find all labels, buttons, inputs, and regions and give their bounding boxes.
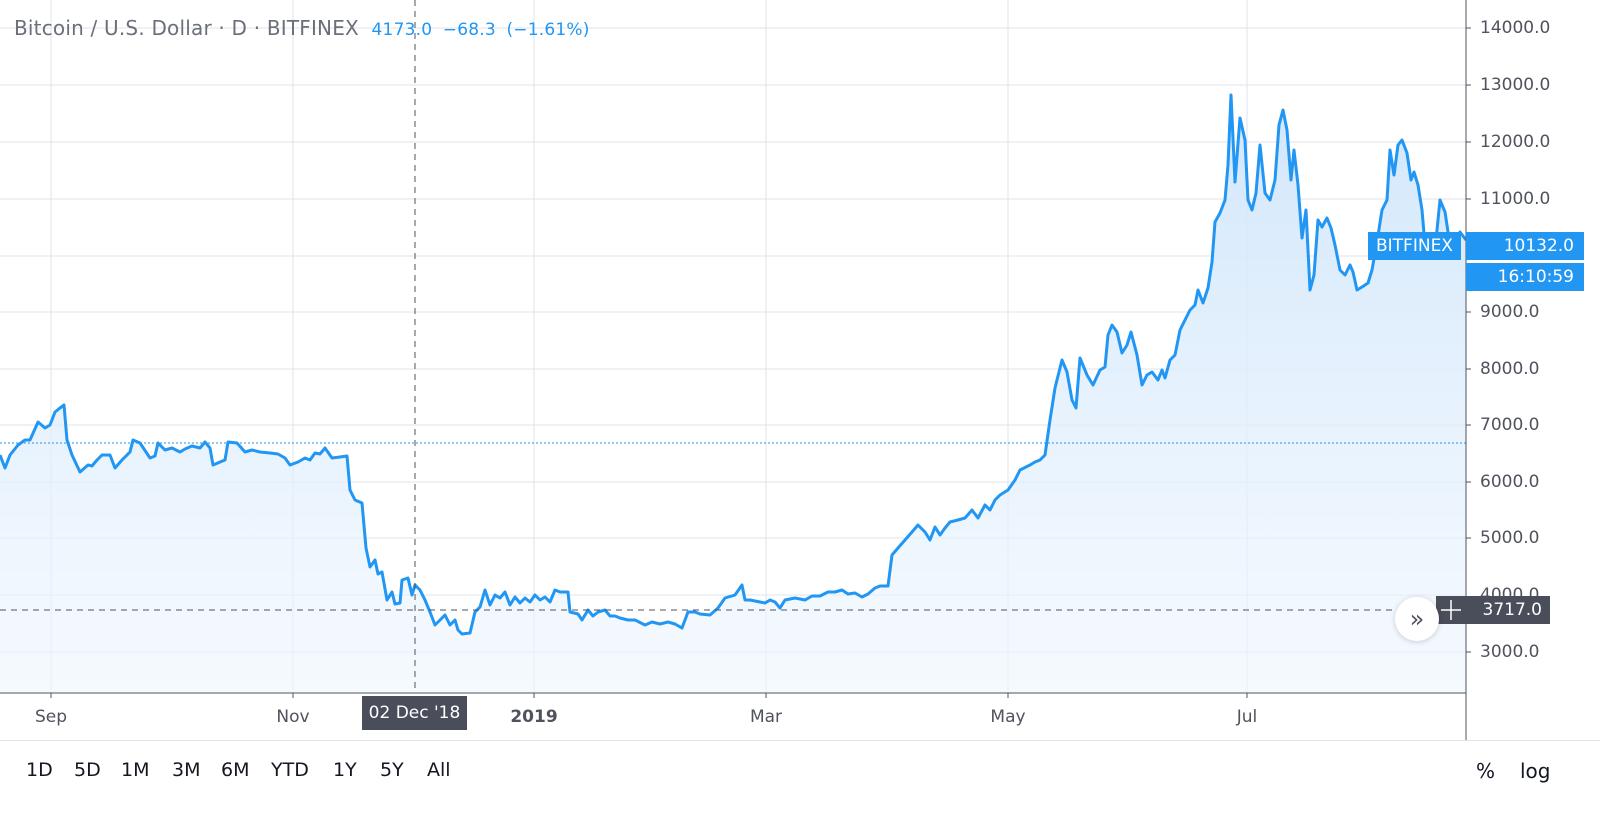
scroll-to-realtime-button[interactable]: »	[1395, 597, 1439, 641]
log-scale-toggle[interactable]: log	[1520, 759, 1551, 783]
exchange-label-tag: BITFINEX	[1368, 232, 1461, 260]
range-1m-button[interactable]: 1M	[121, 759, 150, 781]
price-tick-12000: 12000.0	[1480, 132, 1551, 152]
price-tick-8000: 8000.0	[1480, 359, 1540, 379]
price-tick-13000: 13000.0	[1480, 75, 1551, 95]
price-tick-3000: 3000.0	[1480, 642, 1540, 662]
time-tick-2019: 2019	[510, 707, 558, 727]
range-5y-button[interactable]: 5Y	[380, 759, 404, 781]
time-tick-nov: Nov	[276, 707, 310, 727]
price-tick-7000: 7000.0	[1480, 415, 1540, 435]
range-6m-button[interactable]: 6M	[221, 759, 250, 781]
range-all-button[interactable]: All	[427, 759, 451, 781]
time-tick-may: May	[990, 707, 1026, 727]
price-tick-11000: 11000.0	[1480, 189, 1551, 209]
range-3m-button[interactable]: 3M	[172, 759, 201, 781]
symbol-legend[interactable]: Bitcoin / U.S. Dollar · D · BITFINEX 417…	[14, 16, 590, 40]
bar-countdown-tag: 16:10:59	[1466, 263, 1584, 291]
price-tick-9000: 9000.0	[1480, 302, 1540, 322]
change-percent: (−1.61%)	[506, 20, 590, 40]
time-tick-mar: Mar	[749, 707, 783, 727]
change-value: −68.3	[442, 20, 496, 40]
time-tick-sep: Sep	[34, 707, 68, 727]
range-5d-button[interactable]: 5D	[74, 759, 101, 781]
last-price-tag: 10132.0	[1466, 232, 1584, 260]
percent-scale-toggle[interactable]: %	[1476, 759, 1496, 783]
bottom-toolbar: 1D 5D 1M 3M 6M YTD 1Y 5Y All % log	[0, 740, 1600, 801]
symbol-title: Bitcoin / U.S. Dollar · D · BITFINEX	[14, 16, 359, 40]
crosshair-date-label: 02 Dec '18	[362, 696, 467, 730]
price-area-fill	[0, 95, 1466, 693]
double-chevron-right-icon: »	[1409, 605, 1425, 633]
price-axis-ticks	[1466, 27, 1471, 653]
price-tick-14000: 14000.0	[1480, 18, 1551, 38]
price-tick-5000: 5000.0	[1480, 528, 1540, 548]
last-value: 4173.0	[371, 20, 433, 40]
price-tick-6000: 6000.0	[1480, 472, 1540, 492]
crosshair-plus-icon[interactable]	[1436, 596, 1466, 624]
range-1d-button[interactable]: 1D	[26, 759, 53, 781]
range-ytd-button[interactable]: YTD	[271, 759, 309, 781]
range-1y-button[interactable]: 1Y	[333, 759, 357, 781]
time-axis-ticks	[50, 693, 1248, 698]
price-line	[0, 93, 1468, 636]
time-tick-jul: Jul	[1236, 707, 1258, 727]
crosshair-price-tag: 3717.0	[1466, 596, 1550, 624]
price-chart-svg	[0, 0, 1471, 740]
chart-area[interactable]: Bitcoin / U.S. Dollar · D · BITFINEX 417…	[0, 0, 1600, 740]
